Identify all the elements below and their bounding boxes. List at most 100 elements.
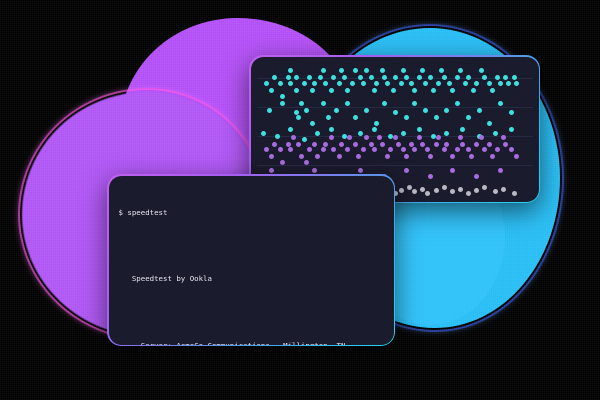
chart-data-point	[481, 185, 487, 191]
chart-data-point	[449, 189, 455, 195]
chart-data-point	[422, 107, 428, 113]
terminal-output[interactable]: $ speedtest Speedtest by Ookla Server: A…	[109, 176, 394, 345]
chart-data-point	[471, 87, 477, 93]
chart-data-point	[288, 147, 294, 153]
chart-data-point	[374, 81, 380, 87]
chart-data-point	[290, 135, 296, 141]
chart-data-point	[425, 147, 431, 153]
chart-data-point	[323, 141, 329, 147]
chart-data-point	[460, 141, 466, 147]
chart-data-point	[420, 186, 426, 192]
chart-data-point	[412, 189, 418, 195]
chart-data-point	[296, 115, 302, 121]
chart-data-point	[339, 67, 345, 73]
chart-data-point	[495, 74, 501, 80]
chart-data-point	[412, 100, 418, 106]
chart-data-point	[344, 87, 350, 93]
chart-data-point	[352, 67, 358, 73]
chart-data-point	[444, 107, 450, 113]
chart-data-point	[490, 153, 496, 159]
chart-data-point	[350, 81, 356, 87]
chart-data-point	[514, 153, 520, 159]
chart-data-point	[492, 189, 498, 195]
chart-data-point	[393, 110, 399, 116]
chart-data-point	[387, 133, 393, 139]
chart-data-point	[339, 141, 345, 147]
chart-data-point	[406, 185, 412, 191]
chart-data-point	[285, 74, 291, 80]
chart-data-point	[309, 87, 315, 93]
chart-data-point	[441, 185, 447, 191]
chart-data-point	[398, 81, 404, 87]
chart-data-point	[455, 100, 461, 106]
chart-data-point	[455, 74, 461, 80]
chart-data-point	[508, 147, 514, 153]
chart-data-point	[446, 81, 452, 87]
chart-data-point	[409, 141, 415, 147]
chart-data-point	[336, 81, 342, 87]
chart-data-point	[344, 147, 350, 153]
chart-data-point	[320, 67, 326, 73]
chart-data-point	[403, 168, 409, 174]
chart-data-point	[293, 87, 299, 93]
chart-data-point	[301, 81, 307, 87]
chart-data-point	[387, 147, 393, 153]
chart-data-point	[417, 127, 423, 133]
chart-data-point	[304, 107, 310, 113]
chart-data-point	[352, 115, 358, 121]
chart-data-point	[455, 147, 461, 153]
terminal-brand-line: Speedtest by Ookla	[118, 274, 212, 284]
chart-data-point	[441, 74, 447, 80]
chart-data-point	[498, 168, 504, 174]
chart-data-point	[264, 81, 270, 87]
chart-data-point	[296, 141, 302, 147]
chart-data-point	[393, 74, 399, 80]
chart-data-point	[379, 141, 385, 147]
chart-data-point	[481, 147, 487, 153]
chart-data-point	[508, 127, 514, 133]
chart-data-point	[422, 81, 428, 87]
chart-data-point	[425, 190, 431, 196]
chart-data-point	[473, 173, 479, 179]
chart-data-point	[412, 147, 418, 153]
chart-data-point	[511, 190, 517, 196]
chart-data-point	[473, 81, 479, 87]
chart-data-point	[393, 190, 399, 196]
chart-data-point	[508, 110, 514, 116]
chart-data-point	[492, 131, 498, 137]
chart-data-point	[465, 147, 471, 153]
chart-data-point	[506, 81, 512, 87]
chart-data-point	[498, 100, 504, 106]
chart-data-point	[500, 135, 506, 141]
chart-data-point	[280, 94, 286, 100]
chart-data-point	[382, 74, 388, 80]
chart-data-point	[401, 147, 407, 153]
chart-data-point	[307, 74, 313, 80]
chart-data-point	[264, 147, 270, 153]
chart-data-point	[272, 141, 278, 147]
chart-data-point	[430, 87, 436, 93]
chart-data-point	[274, 133, 280, 139]
chart-data-point	[420, 67, 426, 73]
terminal-spacer	[119, 307, 385, 318]
chart-data-point	[371, 87, 377, 93]
chart-data-point	[385, 81, 391, 87]
chart-data-point	[315, 131, 321, 137]
chart-data-point	[457, 67, 463, 73]
chart-data-point	[301, 136, 307, 142]
chart-data-point	[417, 135, 423, 141]
chart-data-point	[288, 81, 294, 87]
chart-data-point	[360, 147, 366, 153]
chart-data-point	[503, 74, 509, 80]
chart-data-point	[269, 153, 275, 159]
chart-data-point	[328, 135, 334, 141]
speedtest-terminal-panel[interactable]: $ speedtest Speedtest by Ookla Server: A…	[107, 174, 395, 346]
chart-data-point	[409, 81, 415, 87]
chart-data-point	[309, 120, 315, 126]
chart-data-point	[433, 115, 439, 121]
chart-data-point	[436, 135, 442, 141]
chart-data-point	[382, 100, 388, 106]
chart-data-point	[272, 74, 278, 80]
chart-data-point	[428, 153, 434, 159]
chart-data-point	[307, 147, 313, 153]
